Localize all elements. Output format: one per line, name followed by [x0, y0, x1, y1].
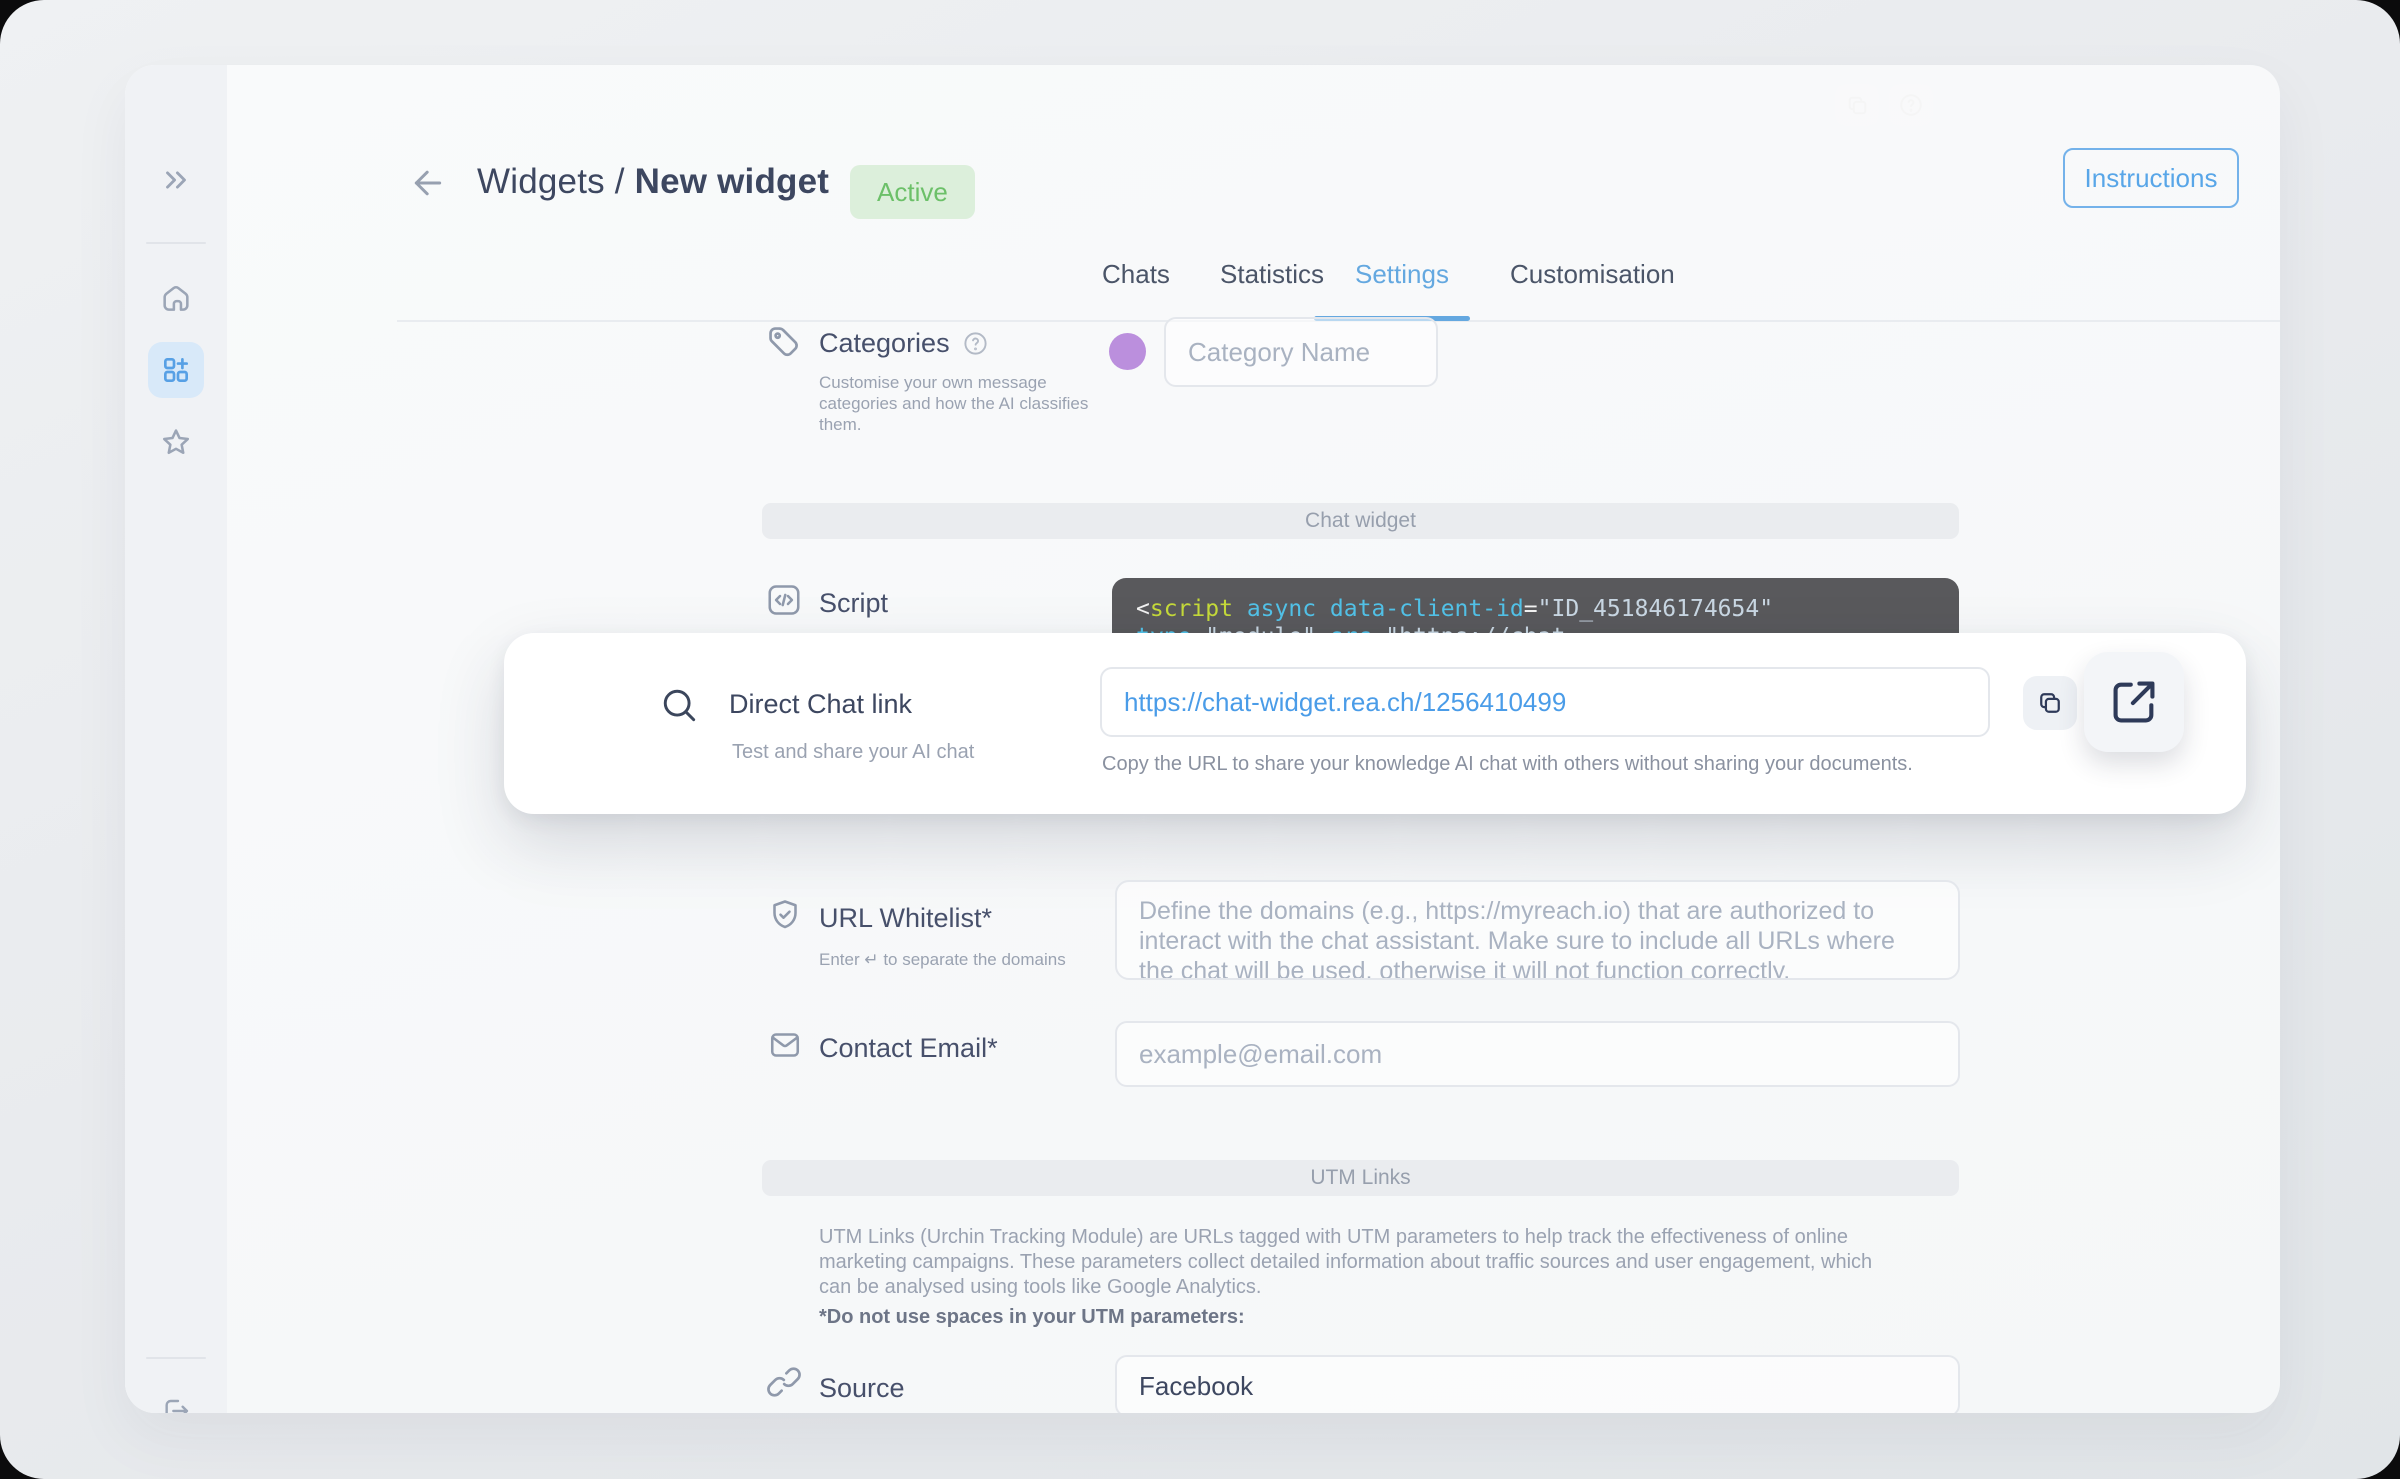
- link-icon: [765, 1363, 803, 1401]
- tab-customisation[interactable]: Customisation: [1510, 259, 1675, 289]
- breadcrumb: Widgets /: [477, 162, 625, 201]
- direct-chat-link-label: Direct Chat link: [729, 689, 913, 719]
- sidebar-divider-top: [146, 242, 206, 244]
- sidebar-divider-bottom: [146, 1357, 206, 1359]
- source-input[interactable]: [1115, 1355, 1960, 1413]
- copy-code-button[interactable]: [1835, 84, 1879, 126]
- sidebar-item-home[interactable]: [148, 270, 204, 326]
- instructions-button[interactable]: Instructions: [2063, 148, 2239, 208]
- question-circle-icon: [1898, 92, 1924, 118]
- utm-description: UTM Links (Urchin Tracking Module) are U…: [819, 1225, 1909, 1330]
- mail-icon: [767, 1027, 803, 1063]
- arrow-left-icon: [408, 163, 448, 203]
- category-name-input[interactable]: [1164, 317, 1438, 387]
- logout-icon: [160, 1395, 192, 1413]
- tab-settings[interactable]: Settings: [1355, 259, 1449, 289]
- code-help-button[interactable]: [1889, 84, 1933, 126]
- widget-name: New widget: [634, 162, 830, 201]
- sidebar-logout-button[interactable]: [148, 1383, 204, 1413]
- chat-widget-section-header: Chat widget: [762, 503, 1959, 539]
- copy-icon: [2036, 689, 2064, 717]
- home-icon: [159, 281, 193, 315]
- direct-chat-helper-text: Copy the URL to share your knowledge AI …: [1102, 753, 1913, 775]
- search-icon: [657, 683, 701, 727]
- sidebar-expand-button[interactable]: [148, 152, 204, 208]
- utm-warning: *Do not use spaces in your UTM parameter…: [819, 1306, 1245, 1328]
- url-whitelist-label: URL Whitelist*: [819, 903, 993, 933]
- direct-chat-url-input[interactable]: [1100, 667, 1990, 737]
- shield-check-icon: [767, 897, 803, 933]
- contact-email-label: Contact Email*: [819, 1033, 998, 1063]
- widgets-plus-icon: [160, 354, 192, 386]
- tab-chats[interactable]: Chats: [1102, 259, 1170, 289]
- url-whitelist-textarea[interactable]: [1115, 880, 1960, 980]
- sidebar-item-favorites[interactable]: [148, 415, 204, 471]
- help-icon[interactable]: [962, 330, 989, 357]
- copy-link-button[interactable]: [2023, 676, 2077, 730]
- contact-email-input[interactable]: [1115, 1021, 1960, 1087]
- utm-section-header: UTM Links: [762, 1160, 1959, 1196]
- categories-label: Categories: [819, 328, 989, 359]
- code-icon: [765, 581, 803, 619]
- sidebar: [125, 65, 227, 1413]
- content-area: Widgets / New widget Active Instructions…: [227, 65, 2280, 1413]
- external-link-icon: [2108, 676, 2160, 728]
- back-button[interactable]: [406, 161, 450, 205]
- more-options-button[interactable]: [2272, 163, 2280, 193]
- main-card: Widgets / New widget Active Instructions…: [125, 65, 2280, 1413]
- chevrons-right-icon: [159, 163, 193, 197]
- url-whitelist-note: Enter ↵ to separate the domains: [819, 950, 1066, 969]
- direct-chat-link-description: Test and share your AI chat: [732, 741, 975, 763]
- category-color-dot[interactable]: [1109, 333, 1146, 370]
- page-title: Widgets / New widget: [477, 162, 829, 202]
- tab-statistics[interactable]: Statistics: [1220, 259, 1325, 289]
- star-icon: [159, 426, 193, 460]
- copy-icon: [1845, 93, 1870, 118]
- source-label: Source: [819, 1373, 905, 1403]
- open-link-button[interactable]: [2084, 652, 2184, 752]
- script-label: Script: [819, 588, 889, 618]
- direct-chat-link-card: Direct Chat link Test and share your AI …: [504, 633, 2246, 814]
- categories-description: Customise your own message categories an…: [819, 373, 1089, 434]
- status-badge: Active: [850, 165, 975, 219]
- tag-icon: [765, 323, 803, 361]
- utm-description-text: UTM Links (Urchin Tracking Module) are U…: [819, 1226, 1873, 1298]
- sidebar-item-widgets[interactable]: [148, 342, 204, 398]
